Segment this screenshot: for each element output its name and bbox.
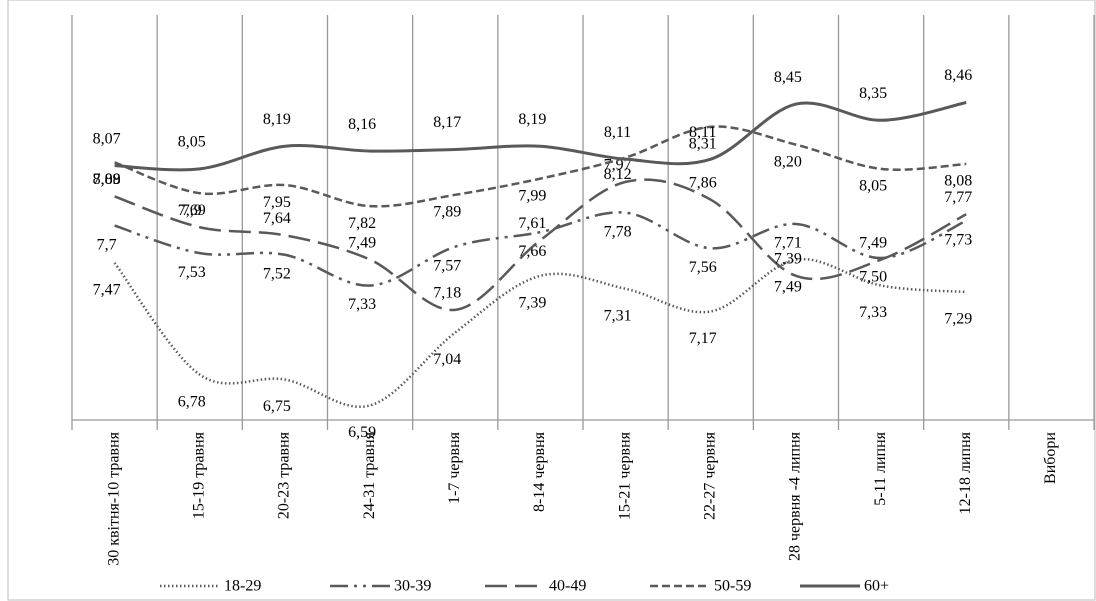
data-label: 8,11 (604, 124, 631, 141)
x-tick-label: Вибори (1042, 432, 1059, 484)
data-label: 7,33 (859, 304, 887, 321)
data-label: 7,52 (263, 265, 291, 282)
data-label: 7,18 (433, 285, 461, 302)
data-label: 8,12 (604, 166, 632, 183)
legend-label: 60+ (864, 578, 889, 595)
data-label: 6,59 (348, 424, 376, 441)
series-line (114, 101, 967, 172)
data-label: 8,17 (433, 114, 461, 131)
data-label: 7,31 (604, 307, 632, 324)
data-label: 8,35 (859, 85, 887, 102)
series-line (113, 257, 967, 408)
data-label: 7,66 (518, 243, 546, 260)
data-label: 8,08 (944, 173, 972, 190)
x-tick-label: 24-31 травня (361, 431, 378, 519)
data-label: 6,75 (263, 398, 291, 415)
data-label: 8,09 (93, 171, 121, 188)
data-label: 8,07 (93, 130, 121, 147)
data-label: 7,69 (178, 202, 206, 219)
data-label: 8,05 (178, 134, 206, 151)
data-label: 7,56 (689, 259, 717, 276)
frame (7, 0, 1096, 601)
legend-label: 50-59 (714, 578, 751, 595)
data-label: 7,71 (774, 235, 802, 252)
data-label: 7,9 (182, 202, 202, 219)
data-label: 8,11 (689, 124, 716, 141)
data-label: 7,17 (689, 330, 717, 347)
x-tick-label: 15-19 травня (190, 431, 207, 519)
legend-label: 40-49 (549, 578, 586, 595)
data-label: 7,49 (348, 234, 376, 251)
data-label: 7,57 (433, 257, 461, 274)
data-label: 8,46 (944, 67, 972, 84)
data-label: 7,73 (944, 231, 972, 248)
data-label: 7,49 (774, 278, 802, 295)
data-label: 7,99 (518, 187, 546, 204)
data-label: 7,78 (604, 223, 632, 240)
data-label: 7,47 (93, 282, 121, 299)
x-tick-label: 8-14 червня (531, 431, 548, 512)
series-line (114, 178, 967, 312)
data-label: 7,77 (944, 189, 972, 206)
x-tick-label: 22-27 червня (701, 431, 718, 520)
x-tick-label: 30 квітня-10 травня (105, 431, 122, 565)
data-label: 7,64 (263, 210, 291, 227)
x-tick-label: 28 червня -4 липня (787, 431, 804, 561)
data-label: 8,19 (263, 111, 291, 128)
series-line (114, 125, 967, 208)
data-label: 7,04 (433, 351, 461, 368)
x-tick-label: 12-18 липня (957, 431, 974, 514)
data-label: 8,45 (774, 69, 802, 86)
data-label: 7,29 (944, 311, 972, 328)
data-label: 7,39 (518, 294, 546, 311)
data-label: 7,50 (859, 269, 887, 286)
data-label: 7,7 (97, 236, 117, 253)
data-label: 8,05 (859, 178, 887, 195)
data-label: 6,78 (178, 393, 206, 410)
data-label: 7,86 (689, 174, 717, 191)
x-tick-label: 5-11 липня (872, 431, 889, 505)
series-line (114, 211, 967, 287)
data-label: 7,39 (774, 250, 802, 267)
data-label: 7,33 (348, 296, 376, 313)
data-label: 7,88 (93, 171, 121, 188)
data-label: 7,61 (518, 215, 546, 232)
data-label: 7,49 (859, 234, 887, 251)
legend-label: 30-39 (394, 578, 431, 595)
data-label: 7,95 (263, 194, 291, 211)
legend-label: 18-29 (224, 578, 261, 595)
x-tick-label: 1-7 червня (446, 431, 463, 504)
data-label: 8,19 (518, 111, 546, 128)
x-tick-label: 15-21 червня (616, 431, 633, 520)
data-label: 7,89 (433, 203, 461, 220)
data-label: 8,16 (348, 116, 376, 133)
data-label: 8,20 (774, 153, 802, 170)
data-label: 8,31 (689, 135, 717, 152)
x-tick-label: 20-23 травня (276, 431, 293, 519)
data-label: 7,82 (348, 215, 376, 232)
data-label: 7,53 (178, 264, 206, 281)
